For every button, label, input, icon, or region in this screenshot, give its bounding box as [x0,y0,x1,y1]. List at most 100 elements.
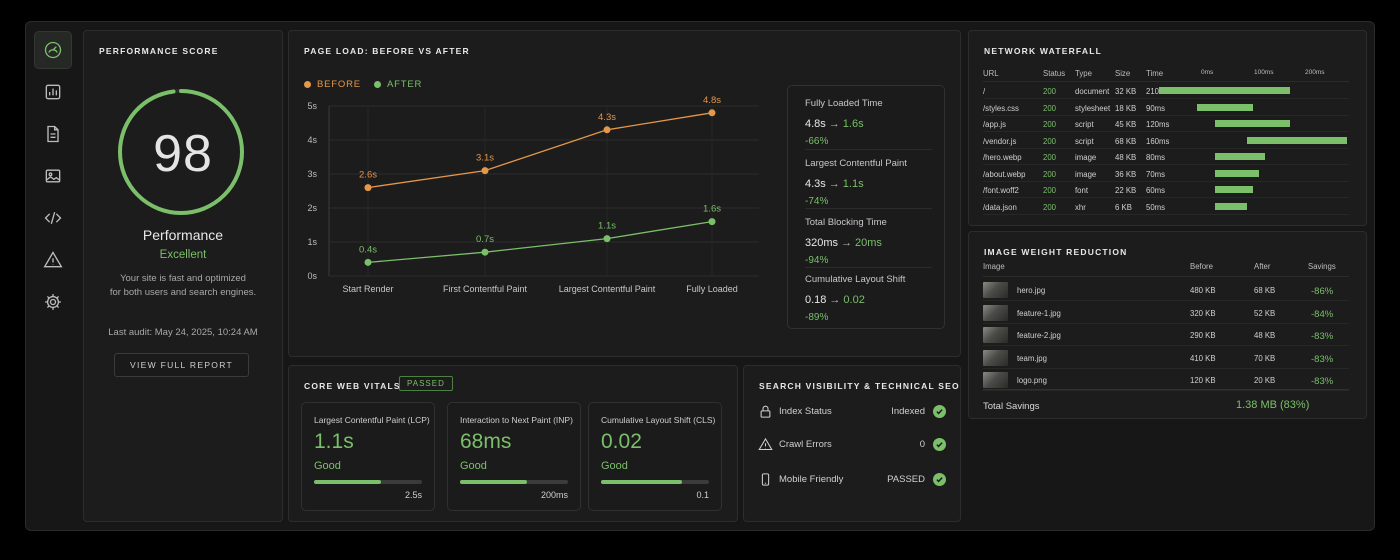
data-label: 0.4s [359,244,377,255]
scale-label: 100ms [1254,69,1274,76]
image-thumbnail [983,349,1008,366]
sidebar-item-performance[interactable] [34,31,72,69]
legend-after: AFTER [374,79,422,90]
metric-lcp: Largest Contentful Paint 4.3s → 1.1s -74% [805,158,907,207]
arrow-icon: → [828,178,840,190]
col-header-url: URL [983,69,999,78]
y-tick-label: 2s [307,203,317,213]
sidebar-item-settings[interactable] [34,283,72,321]
warning-icon [758,437,773,450]
network-waterfall-panel: NETWORK WATERFALL URL Status Type Size T… [968,30,1367,226]
image-weight-panel: IMAGE WEIGHT REDUCTION Image Before Afte… [968,231,1367,419]
cell-before: 290 KB [1190,331,1216,340]
seo-label: Mobile Friendly [779,473,844,485]
col-header-before: Before [1190,262,1213,271]
vital-progress-fill [460,480,527,484]
score-ring [118,89,244,215]
cell-savings: -84% [1311,308,1334,320]
x-tick-label: First Contentful Paint [443,284,528,294]
divider [805,149,932,150]
sidebar-item-images[interactable] [34,157,72,195]
waterfall-row[interactable]: /about.webp 200 image 36 KB 70ms [983,166,1349,182]
legend-after-dot [374,81,381,88]
sidebar-item-code[interactable] [34,199,72,237]
waterfall-row[interactable]: /vendor.js 200 script 68 KB 160ms [983,133,1349,149]
metric-value: 0.18 → 0.02 [805,294,905,306]
series-line-after [367,220,713,264]
cell-size: 68 KB [1115,136,1137,146]
image-row[interactable]: logo.png 120 KB 20 KB -83% [983,369,1349,391]
cell-name: feature-1.jpg [1017,308,1061,318]
vital-status: Good [460,460,487,472]
cell-after: 70 KB [1254,353,1276,363]
score-description-line1: Your site is fast and optimized [120,273,246,284]
check-icon [933,404,946,418]
page-load-panel: PAGE LOAD: BEFORE VS AFTER BEFORE AFTER … [288,30,961,357]
timing-bar [1215,153,1266,160]
col-header-status: Status [1043,69,1066,78]
cell-type: stylesheet [1075,103,1111,113]
arrow-icon: → [828,118,840,130]
data-point [364,184,372,192]
cell-before: 480 KB [1190,286,1216,295]
core-web-vitals-panel: CORE WEB VITALS PASSED Largest Contentfu… [288,365,738,522]
waterfall-row[interactable]: /app.js 200 script 45 KB 120ms [983,116,1349,132]
waterfall-row[interactable]: / 200 document 32 KB 210ms [983,83,1349,99]
vital-card-lcp: Largest Contentful Paint (LCP) 1.1s Good… [301,402,435,511]
vital-progress-bar [601,480,709,484]
x-tick-label: Fully Loaded [686,284,738,294]
waterfall-row[interactable]: /styles.css 200 stylesheet 18 KB 90ms [983,100,1349,116]
sidebar-item-analytics[interactable] [34,73,72,111]
cell-time: 80ms [1146,153,1166,162]
cell-type: image [1075,153,1097,162]
scale-label: 200ms [1305,69,1325,76]
cell-savings: -86% [1311,286,1334,297]
cell-size: 32 KB [1115,87,1137,96]
page-load-chart: 0s 1s 2s 3s 4s 5s Start Render First Contentful… [307,95,759,294]
waterfall-row[interactable]: /data.json 200 xhr 6 KB 50ms [983,199,1349,215]
panel-title: NETWORK WATERFALL [984,46,1102,56]
data-point [481,248,489,256]
vital-value: 68ms [460,430,512,453]
bar-chart-icon [45,84,61,100]
cell-size: 48 KB [1115,153,1137,162]
vital-progress-fill [314,480,381,484]
cell-size: 36 KB [1115,169,1137,179]
cell-name: team.jpg [1017,353,1047,363]
vital-card-inp: Interaction to Next Paint (INP) 68ms Goo… [447,402,581,511]
legend-before: BEFORE [304,79,361,90]
sidebar-item-issues[interactable] [34,241,72,279]
metric-label: Cumulative Layout Shift [805,274,906,285]
sidebar-item-pages[interactable] [34,115,72,153]
metric-value: 320ms → 20ms [805,237,887,249]
data-label: 3.1s [476,153,494,164]
image-thumbnail [983,282,1008,298]
metric-change: -66% [805,136,829,147]
timing-bar [1215,120,1291,127]
cell-name: logo.png [1017,376,1047,385]
image-row[interactable]: team.jpg 410 KB 70 KB -83% [983,347,1349,369]
speedometer-icon [44,41,62,59]
view-full-report-button[interactable]: VIEW FULL REPORT [114,353,249,377]
cell-size: 45 KB [1115,120,1137,129]
x-tick-label: Start Render [342,284,393,294]
waterfall-row[interactable]: /font.woff2 200 font 22 KB 60ms [983,182,1349,198]
cell-status: 200 [1043,202,1057,212]
cell-time: 50ms [1146,202,1166,212]
metric-label: Largest Contentful Paint [805,158,907,169]
waterfall-row[interactable]: /hero.webp 200 image 48 KB 80ms [983,149,1349,165]
cell-after: 20 KB [1254,376,1276,385]
mobile-icon [761,472,770,486]
image-row[interactable]: hero.jpg 480 KB 68 KB -86% [983,279,1349,301]
score-value: 98 [153,125,213,183]
vital-threshold: 2.5s [404,490,422,500]
image-row[interactable]: feature-1.jpg 320 KB 52 KB -84% [983,302,1349,324]
panel-title: PAGE LOAD: BEFORE VS AFTER [304,46,470,56]
cell-size: 22 KB [1115,186,1137,195]
image-row[interactable]: feature-2.jpg 290 KB 48 KB -83% [983,324,1349,346]
document-icon [47,125,59,143]
cell-before: 410 KB [1190,353,1216,363]
image-thumbnail [983,304,1008,321]
cell-url: /app.js [983,120,1006,129]
cell-type: script [1075,120,1094,129]
